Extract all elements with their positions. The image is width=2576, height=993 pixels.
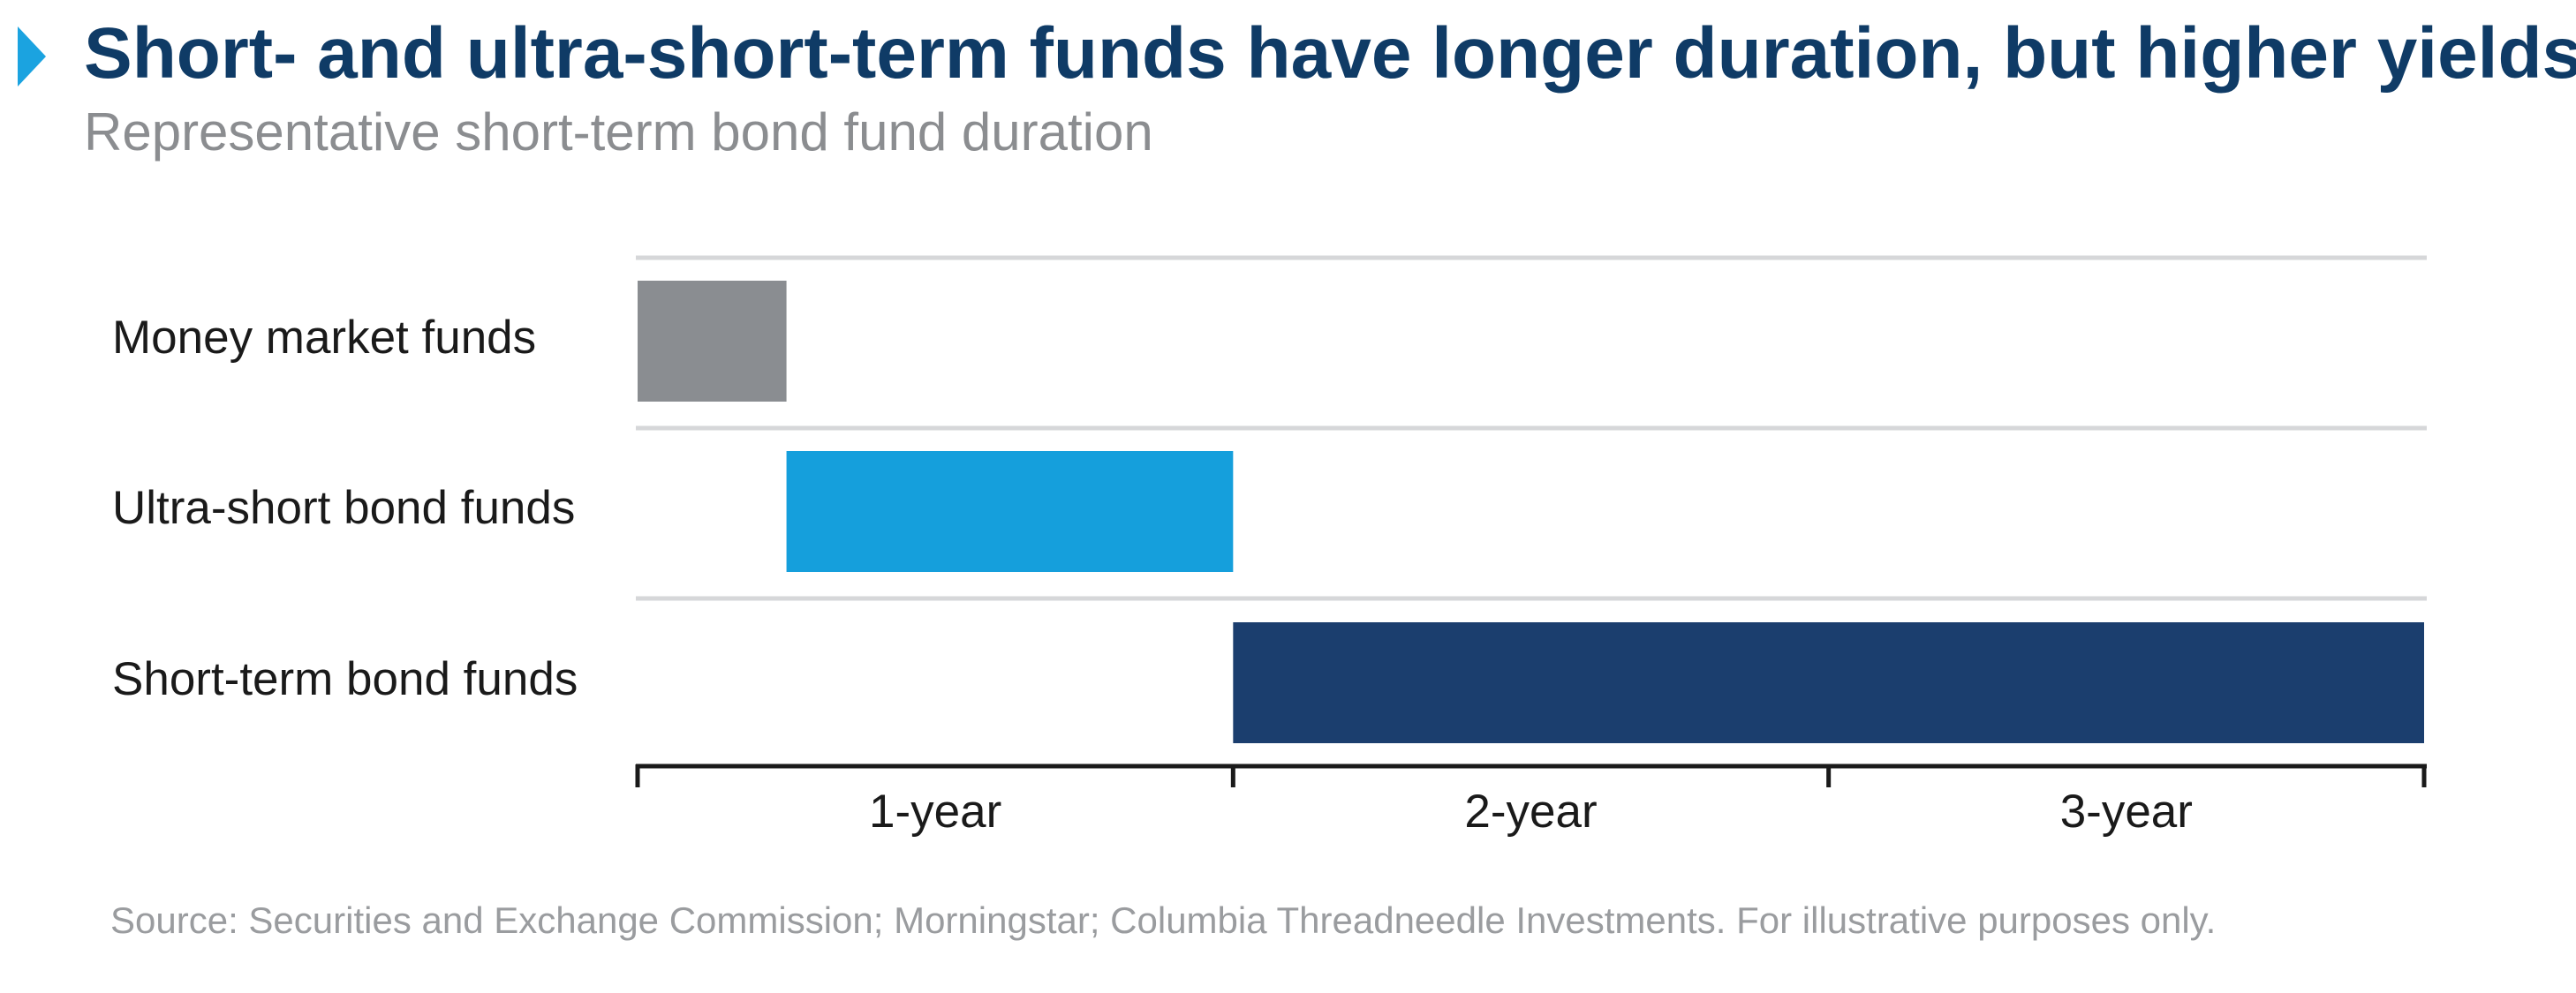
category-label: Short-term bond funds	[112, 653, 578, 705]
bar-money-market-funds	[638, 281, 787, 402]
bar-ultra-short-bond-funds	[786, 451, 1234, 572]
x-tick-label: 2-year	[1464, 786, 1597, 838]
source-note: Source: Securities and Exchange Commissi…	[110, 899, 2216, 941]
bars	[638, 281, 2424, 743]
category-labels: Money market funds Ultra-short bond fund…	[112, 312, 578, 705]
x-axis: 1-year 2-year 3-year	[635, 764, 2427, 838]
grid-lines	[636, 255, 2427, 601]
x-tick-label: 3-year	[2060, 786, 2193, 838]
bar-short-term-bond-funds	[1233, 622, 2424, 743]
page-title: Short- and ultra-short-term funds have l…	[84, 13, 2576, 94]
title-marker-icon	[18, 26, 46, 87]
x-tick-label: 1-year	[869, 786, 1001, 838]
category-label: Ultra-short bond funds	[112, 482, 575, 534]
category-label: Money market funds	[112, 312, 536, 364]
page-subtitle: Representative short-term bond fund dura…	[84, 102, 1153, 162]
